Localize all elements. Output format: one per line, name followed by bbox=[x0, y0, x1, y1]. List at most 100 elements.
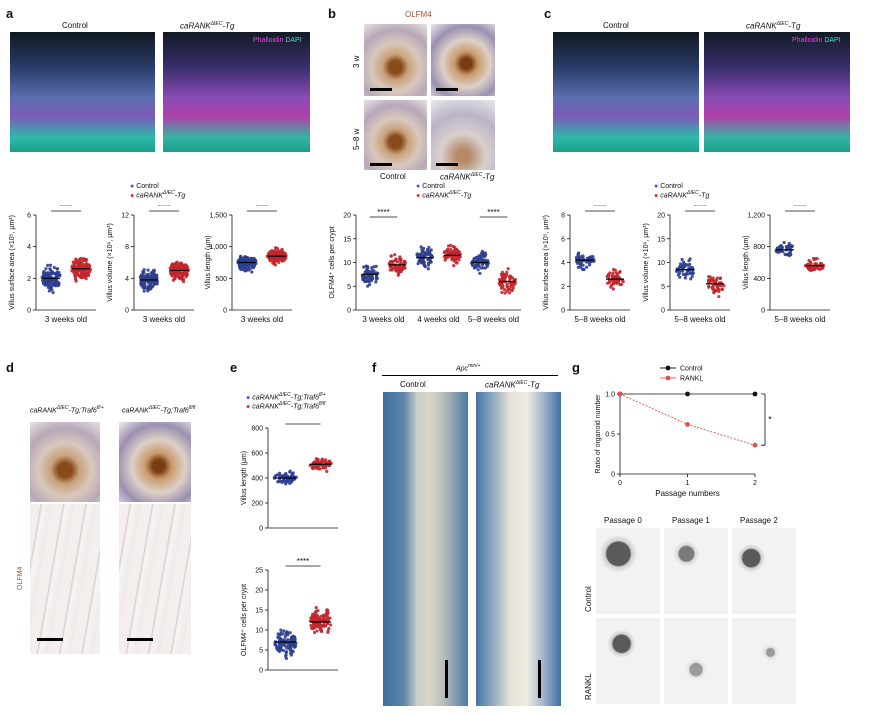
data-point bbox=[239, 258, 243, 262]
x-axis-title: 3 weeks old bbox=[45, 315, 87, 324]
data-point bbox=[142, 268, 146, 272]
y-tick-label: 400 bbox=[251, 476, 263, 483]
data-point bbox=[502, 273, 507, 277]
data-point bbox=[613, 268, 617, 272]
panel-d-scale-bar bbox=[127, 638, 153, 641]
data-point bbox=[321, 623, 325, 627]
y-tick-label: 15 bbox=[657, 236, 665, 243]
data-point bbox=[426, 263, 431, 267]
data-point bbox=[243, 257, 247, 261]
data-point bbox=[55, 267, 59, 271]
y-tick-label: 1,000 bbox=[209, 244, 227, 251]
data-point bbox=[688, 262, 692, 267]
data-point bbox=[420, 259, 424, 263]
y-axis-title: Villus surface area (×10⁵, µm²) bbox=[543, 215, 550, 310]
data-point bbox=[280, 632, 285, 636]
data-point bbox=[458, 255, 462, 259]
x-axis-title: 3 weeks old bbox=[143, 315, 185, 324]
significance-label: **** bbox=[487, 208, 499, 217]
data-point bbox=[46, 285, 50, 289]
organoid-rankl-p1-image bbox=[664, 618, 728, 704]
data-point bbox=[171, 262, 175, 267]
panel-c-tg-label: caRANKΔIEC-Tg bbox=[746, 21, 801, 31]
panel-c-legend: ● Control ● caRANKΔIEC-Tg bbox=[654, 183, 710, 200]
y-tick-label: 6 bbox=[27, 213, 31, 220]
panel-e-charts: 0 200 400 600 800 Villus length (µm) **** 0 5 10… bbox=[241, 420, 338, 675]
data-point bbox=[391, 259, 395, 264]
data-point bbox=[690, 274, 694, 279]
data-point bbox=[316, 609, 320, 613]
y-axis-title: Villus length (µm) bbox=[743, 235, 750, 289]
data-point bbox=[719, 283, 723, 288]
data-point bbox=[395, 260, 400, 264]
y-tick-label: 4 bbox=[27, 244, 31, 251]
data-point bbox=[146, 289, 150, 293]
data-point bbox=[374, 280, 378, 284]
data-point bbox=[278, 636, 283, 641]
data-point bbox=[500, 285, 505, 289]
data-point bbox=[277, 649, 281, 653]
y-tick-label: 10 bbox=[255, 628, 263, 635]
data-point bbox=[711, 276, 715, 280]
data-point bbox=[478, 271, 482, 275]
data-point bbox=[424, 252, 428, 256]
panel-d-col2-label: caRANKΔIEC-Tg;Traf6fl/fl bbox=[122, 405, 196, 415]
y-tick-label: 5 bbox=[259, 648, 263, 655]
y-tick-label: 0 bbox=[223, 308, 227, 315]
panel-f-genotype-label: Apcmin/+ bbox=[456, 363, 481, 373]
significance-label: **** bbox=[297, 557, 309, 566]
organoid-rankl-p0-image bbox=[596, 618, 660, 704]
data-point bbox=[366, 284, 370, 288]
y-tick-label: 0.5 bbox=[605, 432, 615, 439]
data-point bbox=[52, 265, 56, 270]
data-point bbox=[712, 279, 716, 283]
olfm4-ihc-tg-5-8w-image bbox=[431, 100, 495, 170]
data-point bbox=[369, 279, 373, 283]
data-point bbox=[76, 260, 80, 265]
data-point bbox=[250, 270, 254, 274]
legend-label: Control bbox=[680, 366, 703, 373]
data-point bbox=[154, 281, 158, 285]
data-point bbox=[278, 479, 283, 483]
data-point bbox=[288, 631, 292, 635]
panel-b-stain-label: OLFM4 bbox=[405, 10, 432, 19]
panel-a-charts: 0 2 4 6 Villus surface area (×10⁵, µm²) **** 3… bbox=[9, 205, 292, 324]
data-point bbox=[574, 255, 578, 260]
data-point bbox=[273, 474, 278, 478]
data-point bbox=[399, 258, 403, 262]
data-point bbox=[506, 287, 510, 292]
data-point bbox=[288, 470, 292, 474]
panel-c-control-label: Control bbox=[603, 21, 629, 30]
data-point bbox=[681, 272, 685, 276]
data-point bbox=[325, 469, 329, 473]
data-point bbox=[370, 268, 374, 272]
chart-villus-length-5-8w: 0 400 800 1,200 Villus length (µm) **** 5–8 we… bbox=[743, 205, 830, 324]
data-point bbox=[480, 254, 484, 258]
series-point bbox=[685, 391, 690, 397]
data-point bbox=[313, 625, 318, 629]
data-point bbox=[71, 260, 75, 264]
data-point bbox=[710, 287, 715, 291]
olfm4-ihc-traf6-ko-crypt-image bbox=[119, 422, 191, 502]
data-point bbox=[147, 274, 152, 278]
data-point bbox=[711, 284, 715, 288]
data-point bbox=[470, 262, 475, 267]
panel-d-scale-bar bbox=[37, 638, 63, 641]
y-tick-label: 800 bbox=[251, 426, 263, 433]
data-point bbox=[286, 631, 290, 635]
data-point bbox=[679, 262, 683, 266]
data-point bbox=[283, 635, 287, 639]
data-point bbox=[318, 627, 323, 632]
x-axis-title: Passage numbers bbox=[655, 489, 719, 498]
x-tick-label: 3 weeks old bbox=[362, 315, 404, 324]
data-point bbox=[419, 245, 423, 249]
chart-villus-volume-3w: 0 4 8 12 Villus volume (×10⁶, µm³) **** 3 week… bbox=[107, 205, 194, 324]
data-point bbox=[177, 276, 182, 280]
panel-b-scale-bar bbox=[370, 88, 392, 91]
data-point bbox=[289, 480, 293, 484]
data-point bbox=[394, 258, 398, 262]
data-point bbox=[184, 275, 188, 279]
data-point bbox=[508, 274, 512, 278]
significance-label: * bbox=[768, 415, 772, 425]
